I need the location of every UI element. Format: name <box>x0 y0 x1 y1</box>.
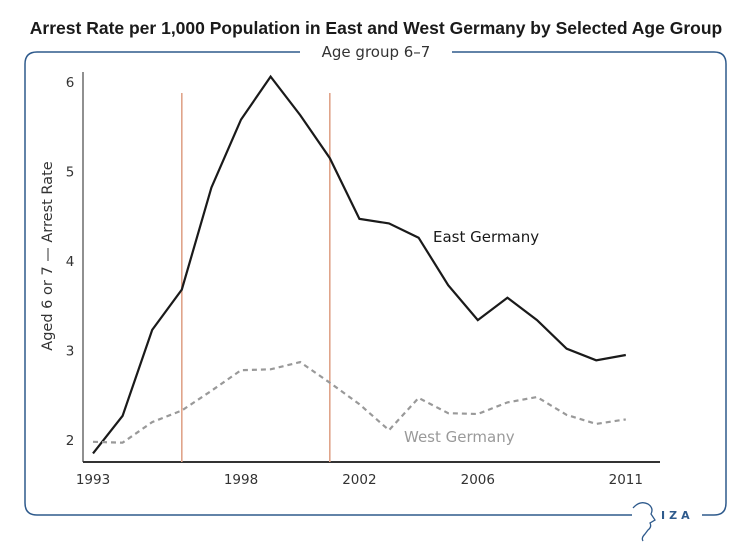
frame-top-left-edge <box>24 51 632 516</box>
series-line-west-germany <box>92 360 626 444</box>
y-tick-label: 6 <box>66 75 75 91</box>
logo-text: IZA <box>661 509 694 522</box>
series-label-east-germany: East Germany <box>433 228 539 246</box>
y-tick-label: 4 <box>66 254 75 270</box>
x-tick-label: 2006 <box>461 472 495 488</box>
head-profile-icon <box>632 502 656 542</box>
series-group <box>92 74 626 455</box>
y-tick-label: 3 <box>66 344 75 360</box>
series-line-east-germany <box>92 74 626 455</box>
x-tick-label: 2002 <box>342 472 376 488</box>
x-tick-label: 1993 <box>76 472 110 488</box>
annotations <box>181 93 331 462</box>
chart-subtitle: Age group 6–7 <box>322 43 431 61</box>
chart-frame <box>24 51 727 516</box>
axes: 2 3 4 5 6 1993 1998 2002 2006 2011 <box>66 72 660 488</box>
frame-right-edge <box>452 51 727 516</box>
y-tick-label: 2 <box>66 433 75 449</box>
x-tick-label: 2011 <box>609 472 643 488</box>
x-tick-label: 1998 <box>224 472 258 488</box>
y-tick-label: 5 <box>66 165 75 181</box>
labels: East Germany West Germany <box>404 228 539 446</box>
series-label-west-germany: West Germany <box>404 428 515 446</box>
iza-logo: IZA <box>632 502 694 542</box>
chart-title: Arrest Rate per 1,000 Population in East… <box>30 18 722 38</box>
y-axis-label: Aged 6 or 7 — Arrest Rate <box>40 161 56 350</box>
